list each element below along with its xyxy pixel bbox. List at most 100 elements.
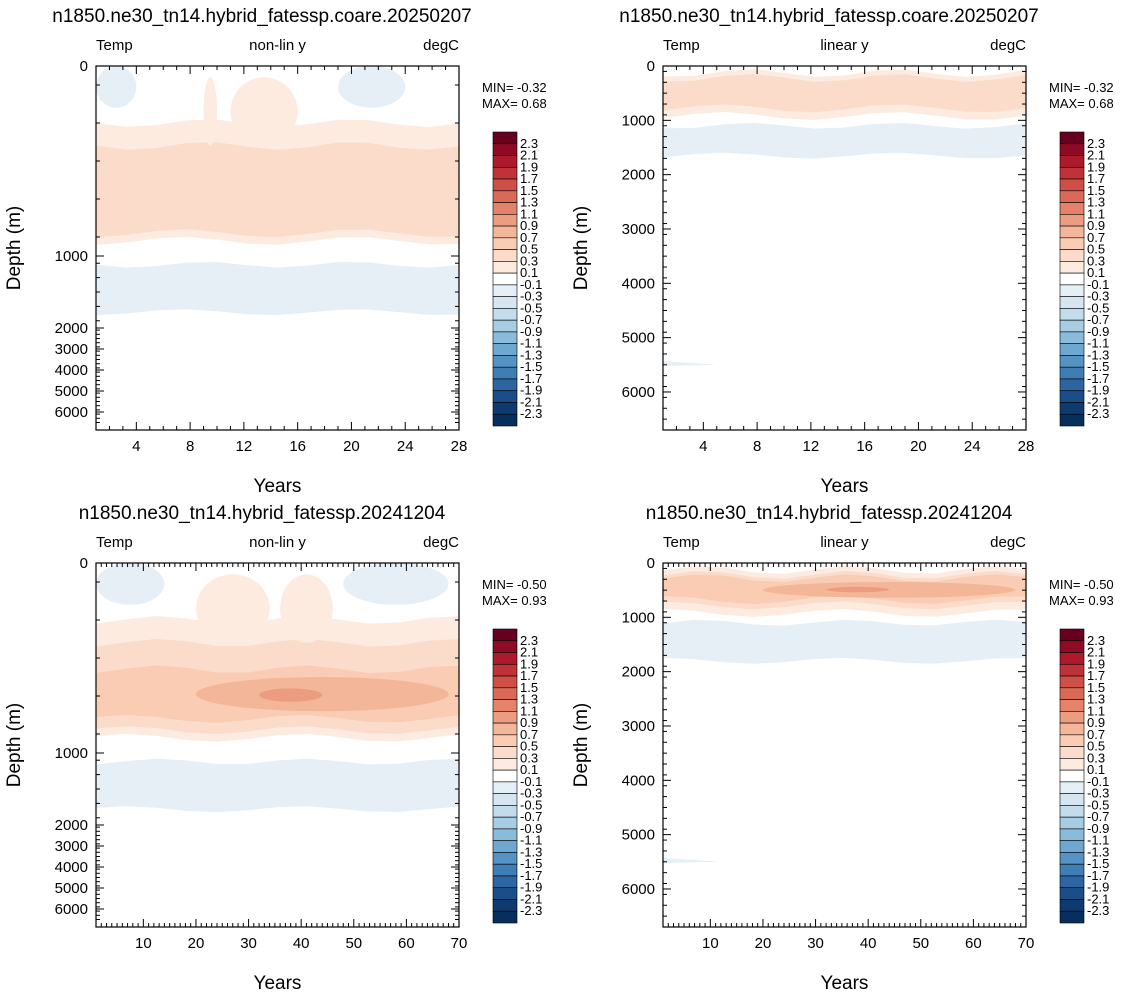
colorbar-label: 2.1: [520, 148, 538, 163]
colorbar-swatch: [492, 202, 518, 215]
colorbar-swatch: [1059, 296, 1085, 309]
colorbar-label: -1.5: [1087, 856, 1109, 871]
colorbar-swatch: [492, 413, 518, 427]
x-tick-label: 24: [964, 438, 981, 455]
warm-core: [762, 582, 1016, 598]
colorbar-swatch: [492, 343, 518, 356]
plot-area: [663, 66, 1026, 430]
colorbar-swatch: [1059, 852, 1085, 865]
colorbar-label: 2.3: [1087, 136, 1105, 151]
colorbar-label: -0.7: [520, 809, 542, 824]
x-tick-label: 70: [1018, 935, 1035, 952]
y-tick-label: 1000: [622, 609, 655, 626]
colorbar-swatch: [1059, 793, 1085, 806]
y-tick-label: 6000: [55, 404, 88, 421]
colorbar-swatch: [492, 887, 518, 900]
x-tick-label: 10: [135, 935, 152, 952]
colorbar-swatch: [1059, 249, 1085, 262]
y-tick-label: 3000: [55, 341, 88, 358]
colorbar-swatch: [1059, 746, 1085, 759]
colorbar-swatch: [1059, 214, 1085, 227]
colorbar-swatch: [1059, 910, 1085, 924]
colorbar-swatch: [492, 722, 518, 736]
colorbar-label: -1.7: [1087, 371, 1109, 386]
colorbar-swatch: [1059, 769, 1085, 783]
x-tick-label: 8: [753, 438, 761, 455]
x-tick-label: 20: [755, 935, 772, 952]
surface-cool-patch-2: [343, 563, 449, 605]
units-label: degC: [423, 534, 459, 551]
x-tick-label: 4: [699, 438, 707, 455]
plot-frame: [662, 562, 1027, 928]
colorbar-swatch: [1059, 343, 1085, 356]
colorbar-swatch: [1059, 190, 1085, 203]
colorbar-swatch: [492, 628, 518, 642]
y-tick-label: 4000: [622, 275, 655, 292]
colorbar-swatch: [1059, 663, 1085, 677]
colorbar-swatch: [492, 214, 518, 227]
colorbar-label: 0.9: [520, 218, 538, 233]
surface-cool-patch-1: [96, 563, 165, 605]
colorbar-swatch: [492, 781, 518, 794]
colorbar-label: 1.5: [520, 680, 538, 695]
colorbar-label: 0.7: [1087, 230, 1105, 245]
colorbar-label: 2.3: [520, 136, 538, 151]
max-value-label: MAX= 0.93: [482, 593, 547, 608]
colorbar-swatch: [1059, 781, 1085, 794]
colorbar-swatch: [1059, 675, 1085, 689]
colorbar-label: 1.9: [520, 656, 538, 671]
max-value-label: MAX= 0.93: [1049, 593, 1114, 608]
y-tick-label: 5000: [622, 827, 655, 844]
y-tick-label: 3000: [55, 838, 88, 855]
colorbar-swatch: [492, 816, 518, 830]
colorbar-swatch: [1059, 390, 1085, 403]
plot-frame: [95, 65, 460, 431]
warm-core: [195, 677, 449, 712]
chart-title: n1850.ne30_tn14.hybrid_fatessp.20241204: [79, 503, 446, 524]
colorbar-label: -1.7: [520, 868, 542, 883]
colorbar-label: -0.1: [520, 774, 542, 789]
y-tick-label: 5000: [55, 383, 88, 400]
warm-band-mid: [96, 142, 459, 238]
plot-background: [663, 66, 1026, 430]
colorbar-label: 1.5: [1087, 183, 1105, 198]
colorbar-swatch: [492, 331, 518, 344]
x-tick-label: 20: [343, 438, 360, 455]
colorbar-label: -1.5: [520, 856, 542, 871]
variable-label: Temp: [663, 37, 700, 54]
colorbar-label: -0.9: [1087, 324, 1109, 339]
colorbar-swatch: [492, 131, 518, 145]
colorbar-swatch: [492, 758, 518, 771]
y-axis-label: Depth (m): [571, 703, 592, 787]
y-tick-label: 1000: [55, 248, 88, 265]
y-scale-label: linear y: [820, 534, 869, 551]
colorbar-label: 1.7: [1087, 171, 1105, 186]
y-tick-label: 2000: [622, 664, 655, 681]
colorbar-swatch: [1059, 284, 1085, 297]
colorbar-swatch: [492, 734, 518, 747]
x-tick-label: 12: [236, 438, 253, 455]
colorbar-label: -0.1: [1087, 774, 1109, 789]
x-tick-label: 28: [451, 438, 468, 455]
colorbar-label: -2.1: [1087, 394, 1109, 409]
colorbar-label: 0.9: [520, 715, 538, 730]
colorbar-label: 1.3: [1087, 692, 1105, 707]
y-tick-label: 0: [647, 555, 655, 572]
colorbar-swatch: [1059, 166, 1085, 180]
x-tick-label: 24: [397, 438, 414, 455]
x-tick-label: 40: [293, 935, 310, 952]
colorbar-swatch: [1059, 355, 1085, 368]
y-tick-label: 2000: [622, 167, 655, 184]
colorbar-label: 1.7: [1087, 668, 1105, 683]
cool-band: [663, 122, 1026, 159]
colorbar-swatch: [492, 390, 518, 403]
colorbar-label: -1.9: [520, 880, 542, 895]
chart-title: n1850.ne30_tn14.hybrid_fatessp.coare.202…: [52, 6, 471, 27]
y-tick-label: 0: [647, 58, 655, 75]
colorbar-label: -1.9: [520, 383, 542, 398]
colorbar-label: -0.5: [1087, 797, 1109, 812]
plot-area: [96, 563, 459, 927]
colorbar-swatch: [1059, 237, 1085, 250]
colorbar-swatch: [1059, 225, 1085, 239]
colorbar-swatch: [492, 237, 518, 250]
